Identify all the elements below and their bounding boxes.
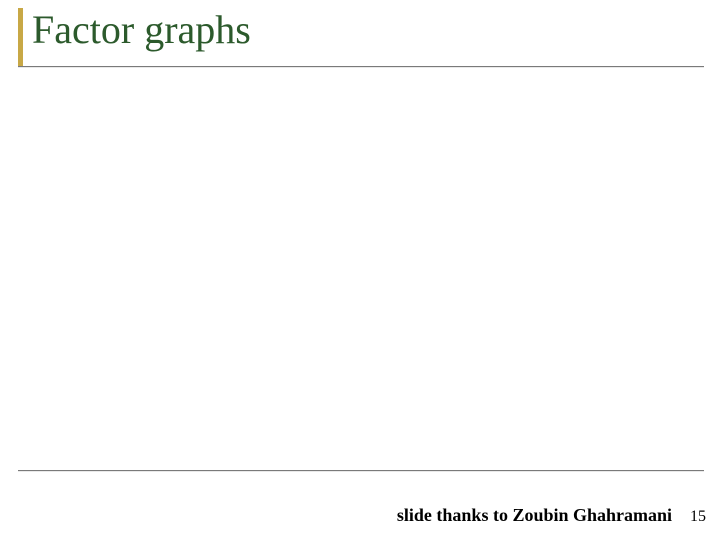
page-number: 15 bbox=[690, 508, 706, 526]
slide-credit: slide thanks to Zoubin Ghahramani bbox=[397, 505, 672, 526]
bottom-rule bbox=[18, 470, 704, 472]
slide: Factor graphs slide thanks to Zoubin Gha… bbox=[0, 0, 720, 540]
title-underline bbox=[18, 66, 704, 68]
title-accent-bar bbox=[18, 8, 23, 66]
slide-title: Factor graphs bbox=[32, 8, 251, 52]
